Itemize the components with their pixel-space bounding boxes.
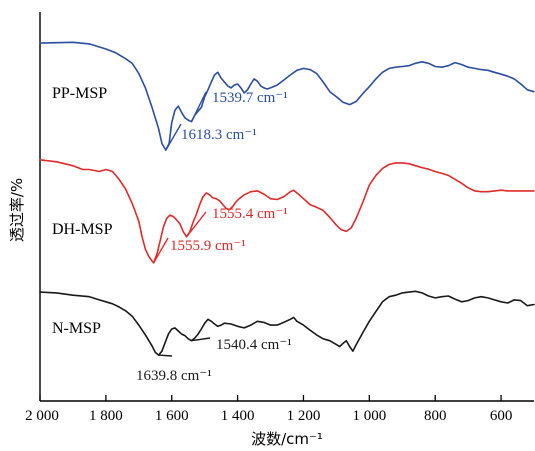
series-name-pp-msp: PP-MSP [52, 85, 107, 102]
x-tick-label: 2 000 [25, 408, 59, 424]
series-line-dh-msp [39, 159, 535, 264]
x-tick-label: 1 200 [287, 408, 321, 424]
x-tick-label: 600 [490, 408, 513, 424]
series-name-dh-msp: DH-MSP [52, 221, 113, 238]
peak-leader-line [191, 337, 211, 342]
peak-leader-line [165, 123, 182, 151]
peak-label: 1555.9 cm⁻¹ [170, 238, 246, 254]
peak-label: 1540.4 cm⁻¹ [216, 337, 292, 353]
series-line-pp-msp [39, 41, 535, 151]
x-tick-label: 1 400 [221, 408, 255, 424]
x-axis-ticks: 2 000 1 800 1 600 1 400 1 200 1 000 800 600 [25, 395, 512, 424]
x-axis-title: 波数/cm⁻¹ [251, 430, 323, 448]
peak-label: 1618.3 cm⁻¹ [181, 127, 257, 143]
peak-leader-line [186, 211, 207, 238]
x-tick-label: 1 800 [89, 408, 123, 424]
peak-leader-line [158, 354, 173, 357]
plot-frame [39, 12, 534, 402]
peak-label: 1539.7 cm⁻¹ [212, 90, 288, 106]
series-name-layer: PP-MSP DH-MSP N-MSP [52, 85, 113, 337]
peak-label: 1639.8 cm⁻¹ [136, 368, 212, 384]
x-tick-label: 1 600 [155, 408, 189, 424]
series-name-n-msp: N-MSP [52, 320, 101, 337]
x-tick-label: 800 [424, 408, 447, 424]
x-tick-label: 1 000 [352, 408, 386, 424]
annotation-layer: 1539.7 cm⁻¹ 1618.3 cm⁻¹ 1555.4 cm⁻¹ 1555.9 … [136, 90, 292, 384]
peak-label: 1555.4 cm⁻¹ [212, 206, 288, 222]
y-axis-title: 透过率/% [8, 178, 26, 242]
peak-leader-line [153, 237, 169, 264]
peak-leader-line [190, 91, 207, 123]
